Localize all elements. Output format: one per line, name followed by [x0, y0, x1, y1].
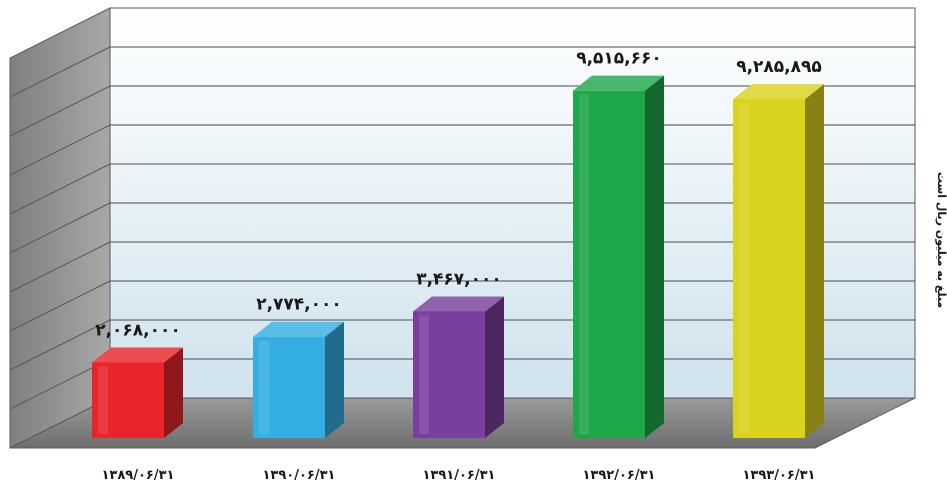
x-tick-label: ۱۳۹۰/۰۶/۳۱: [263, 468, 336, 483]
data-label: ۹,۵۱۵,۶۶۰: [576, 49, 662, 69]
x-tick-label: ۱۳۹۲/۰۶/۳۱: [583, 468, 656, 483]
gridline-side: [9, 124, 111, 176]
bar-front: [733, 99, 805, 439]
gridline-side: [9, 202, 111, 254]
bar-top: [413, 296, 504, 312]
bar-top: [92, 347, 183, 363]
x-tick-label: ۱۳۹۳/۰۶/۳۱: [743, 468, 816, 483]
data-label: ۹,۲۸۵,۸۹۵: [736, 57, 822, 77]
bar-side: [164, 347, 183, 438]
y-axis-title: مبلغ به میلیون ریال است: [935, 172, 947, 308]
bar-top: [253, 321, 344, 337]
bar-side: [645, 75, 664, 439]
bars: [92, 75, 824, 439]
bar-front: [413, 311, 485, 438]
gridline-side: [9, 85, 111, 137]
gridline-side: [9, 163, 111, 215]
data-label: ۳,۴۶۷,۰۰۰: [416, 269, 502, 289]
bar-side: [325, 321, 344, 438]
bar-side: [805, 84, 824, 439]
bar-highlight: [739, 103, 749, 435]
bar-highlight: [419, 315, 429, 434]
bar-highlight: [579, 94, 589, 435]
bar-highlight: [259, 340, 269, 434]
bar-front: [92, 362, 164, 438]
x-tick-label: ۱۳۸۹/۰۶/۳۱: [102, 468, 175, 483]
bar-side: [485, 296, 504, 438]
bar: [92, 347, 183, 438]
gridline-side: [9, 280, 111, 332]
gridline-side: [9, 241, 111, 293]
bar-front: [573, 90, 645, 439]
gridline-side: [9, 319, 111, 371]
data-label: ۲,۷۷۴,۰۰۰: [256, 295, 342, 315]
data-labels: ۲,۰۶۸,۰۰۰ ۲,۷۷۴,۰۰۰ ۳,۴۶۷,۰۰۰ ۹,۵۱۵,۶۶۰ ۹,۲۸…: [95, 49, 822, 341]
gridline-side: [9, 46, 111, 98]
bar: [253, 321, 344, 438]
bar-top: [573, 75, 664, 91]
bar-top: [733, 84, 824, 100]
x-tick-labels: ۱۳۸۹/۰۶/۳۱ ۱۳۹۰/۰۶/۳۱ ۱۳۹۱/۰۶/۳۱ ۱۳۹۲/۰۶/۳۱…: [102, 468, 816, 483]
data-label: ۲,۰۶۸,۰۰۰: [95, 321, 181, 341]
x-tick-label: ۱۳۹۱/۰۶/۳۱: [423, 468, 496, 483]
bar: [733, 84, 824, 439]
bar: [573, 75, 664, 439]
bar-front: [253, 336, 325, 438]
bar: [413, 296, 504, 438]
bar-highlight: [98, 366, 108, 434]
